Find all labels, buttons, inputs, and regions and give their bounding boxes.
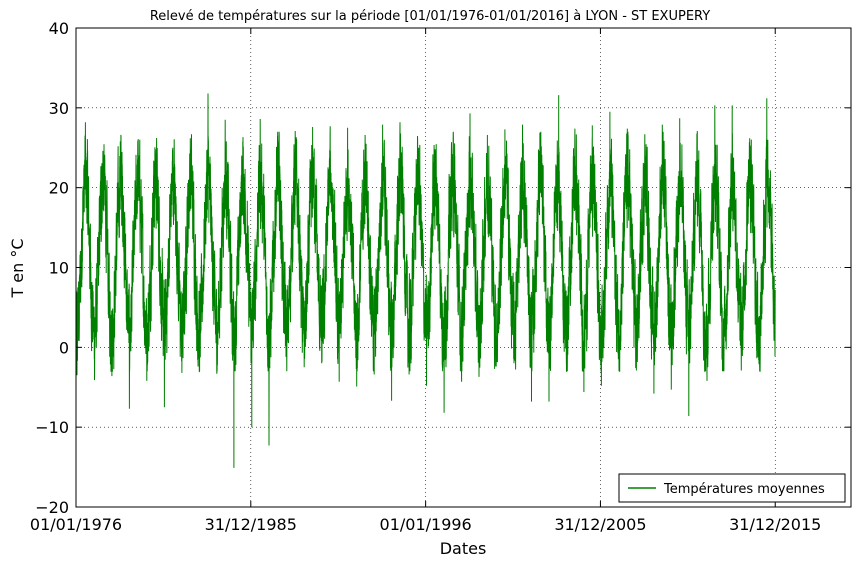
x-tick-label: 31/12/1985 (205, 515, 297, 534)
y-tick-label: 10 (49, 259, 69, 278)
y-tick-label: 0 (59, 338, 69, 357)
x-axis-label: Dates (440, 539, 487, 558)
legend-label-temperatures: Températures moyennes (663, 482, 825, 497)
x-tick-label: 31/12/2015 (729, 515, 821, 534)
chart-title: Relevé de températures sur la période [0… (150, 9, 710, 24)
y-axis-label: T en °C (8, 238, 27, 298)
y-tick-label: 30 (49, 99, 69, 118)
y-tick-label: 40 (49, 19, 69, 38)
y-tick-label: −10 (35, 418, 69, 437)
x-tick-label: 01/01/1976 (30, 515, 122, 534)
legend: Températures moyennes (618, 473, 846, 503)
y-tick-label: −20 (35, 498, 69, 517)
y-tick-label: 20 (49, 179, 69, 198)
x-tick-label: 31/12/2005 (554, 515, 646, 534)
x-tick-label: 01/01/1996 (380, 515, 472, 534)
axes: 01/01/1976 31/12/1985 01/01/1996 31/12/2005… (30, 19, 851, 534)
series-layer (75, 93, 776, 468)
temperature-series-line (75, 93, 776, 468)
legend-box (618, 473, 846, 503)
